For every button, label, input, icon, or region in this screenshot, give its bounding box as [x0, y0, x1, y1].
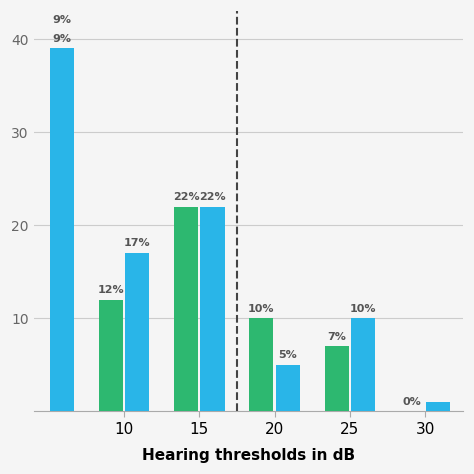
Text: 12%: 12% [98, 285, 124, 295]
Bar [50, 48, 74, 411]
Bar [325, 346, 349, 411]
Text: 22%: 22% [199, 192, 226, 202]
Text: 7%: 7% [328, 331, 346, 342]
Text: 0%: 0% [403, 397, 421, 407]
Bar [125, 253, 149, 411]
Bar [351, 318, 375, 411]
Text: 5%: 5% [278, 350, 297, 360]
Bar [99, 300, 123, 411]
Text: 10%: 10% [350, 304, 376, 314]
Bar [276, 365, 300, 411]
Bar [201, 207, 225, 411]
Text: 17%: 17% [124, 238, 150, 248]
Bar [249, 318, 273, 411]
Text: 9%: 9% [52, 15, 72, 25]
Bar [426, 402, 450, 411]
Text: 22%: 22% [173, 192, 200, 202]
Text: 10%: 10% [248, 304, 274, 314]
Bar [174, 207, 198, 411]
Text: 9%: 9% [52, 34, 72, 44]
X-axis label: Hearing thresholds in dB: Hearing thresholds in dB [142, 448, 355, 463]
